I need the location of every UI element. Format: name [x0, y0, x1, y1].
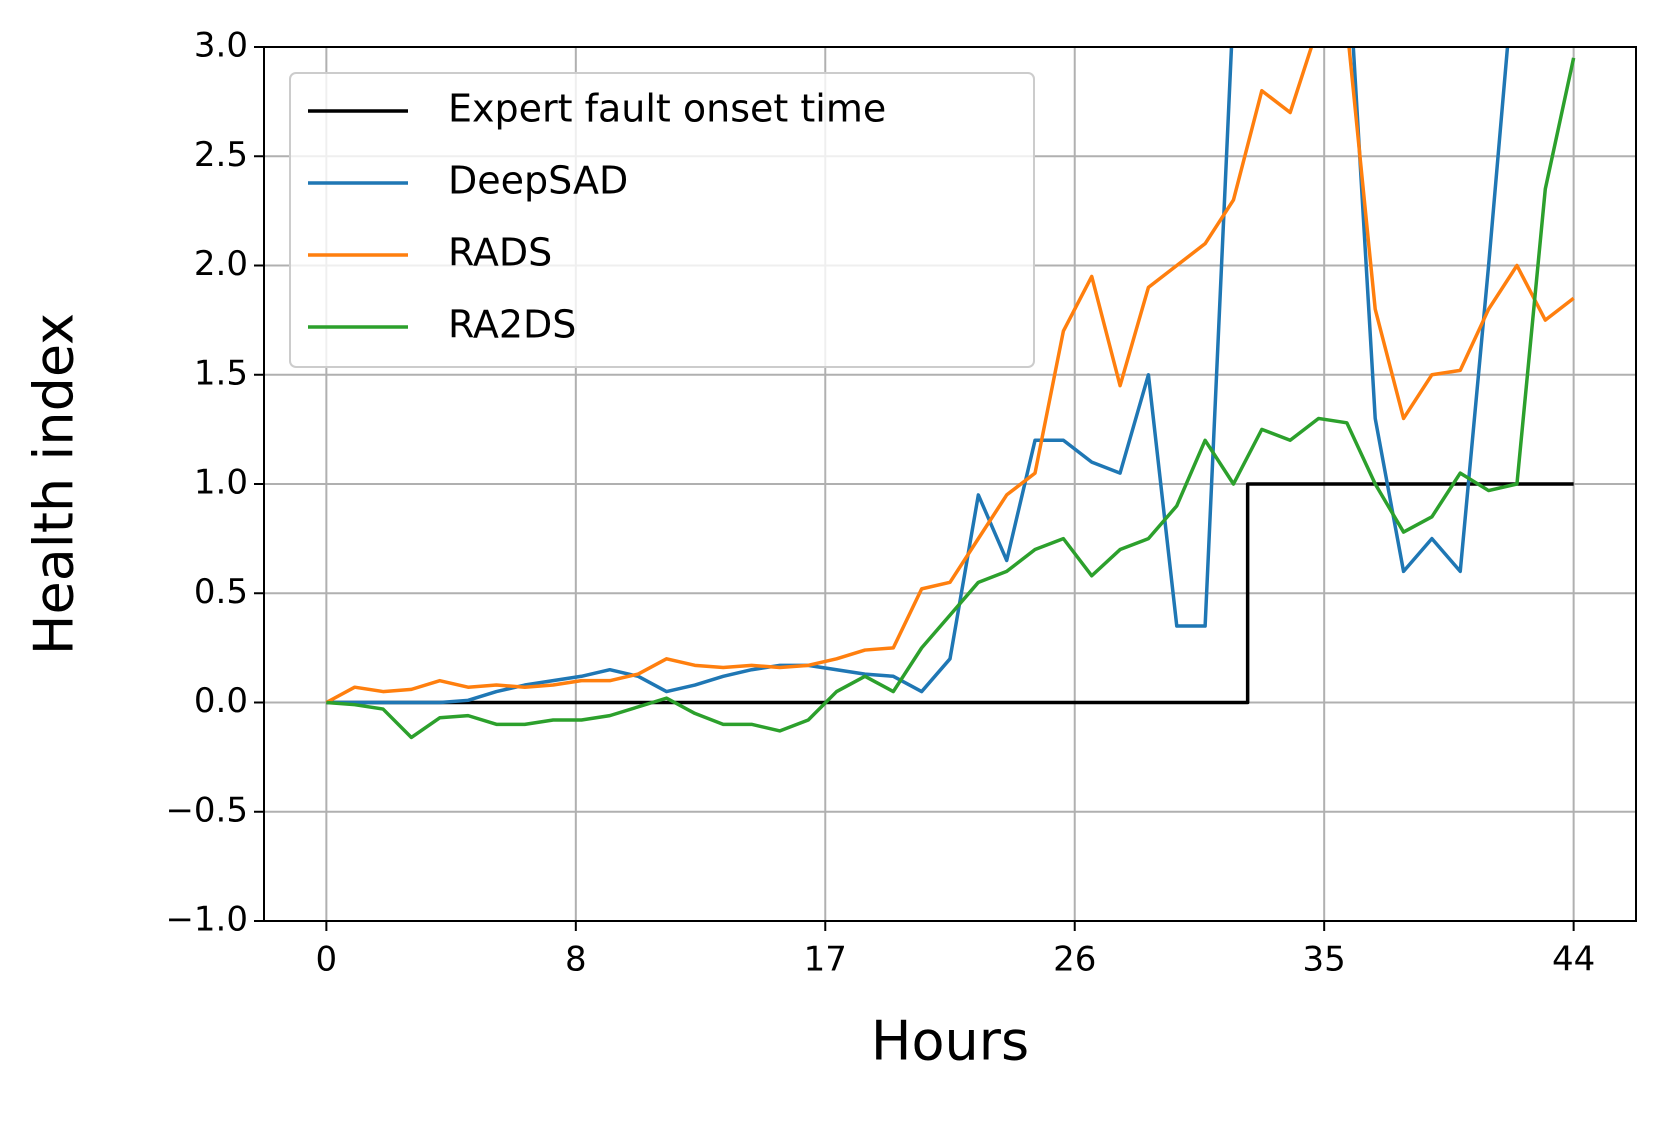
y-tick-label: −1.0 [165, 900, 248, 940]
x-tick-label: 26 [1053, 940, 1096, 980]
x-tick-label: 35 [1303, 940, 1346, 980]
legend-box [289, 72, 1035, 368]
y-tick-label: 1.5 [194, 353, 248, 393]
plot-area [325, 47, 1576, 740]
series-line [326, 482, 1574, 705]
y-tick-label: 0.5 [194, 572, 248, 612]
plot-frame [263, 46, 1637, 922]
x-tick-label: 8 [565, 940, 587, 980]
x-axis-label: Hours [871, 1010, 1029, 1073]
series-line [326, 47, 1510, 705]
y-tick-label: 3.0 [194, 26, 248, 66]
series-line [326, 57, 1576, 740]
y-tick-label: 1.0 [194, 463, 248, 503]
x-tick-label: 0 [316, 940, 338, 980]
legend-label: RA2DS [448, 303, 576, 347]
y-tick-label: 2.0 [194, 244, 248, 284]
legend-label: Expert fault onset time [448, 87, 886, 131]
y-tick-label: −0.5 [165, 790, 248, 830]
series-line [325, 47, 1575, 705]
y-tick-label: 2.5 [194, 135, 248, 175]
y-axis-label: Health index [23, 313, 86, 655]
y-tick-label: 0.0 [194, 681, 248, 721]
legend-label: DeepSAD [448, 159, 628, 203]
x-tick-label: 44 [1552, 940, 1595, 980]
x-tick-label: 17 [804, 940, 847, 980]
legend-label: RADS [448, 231, 552, 275]
